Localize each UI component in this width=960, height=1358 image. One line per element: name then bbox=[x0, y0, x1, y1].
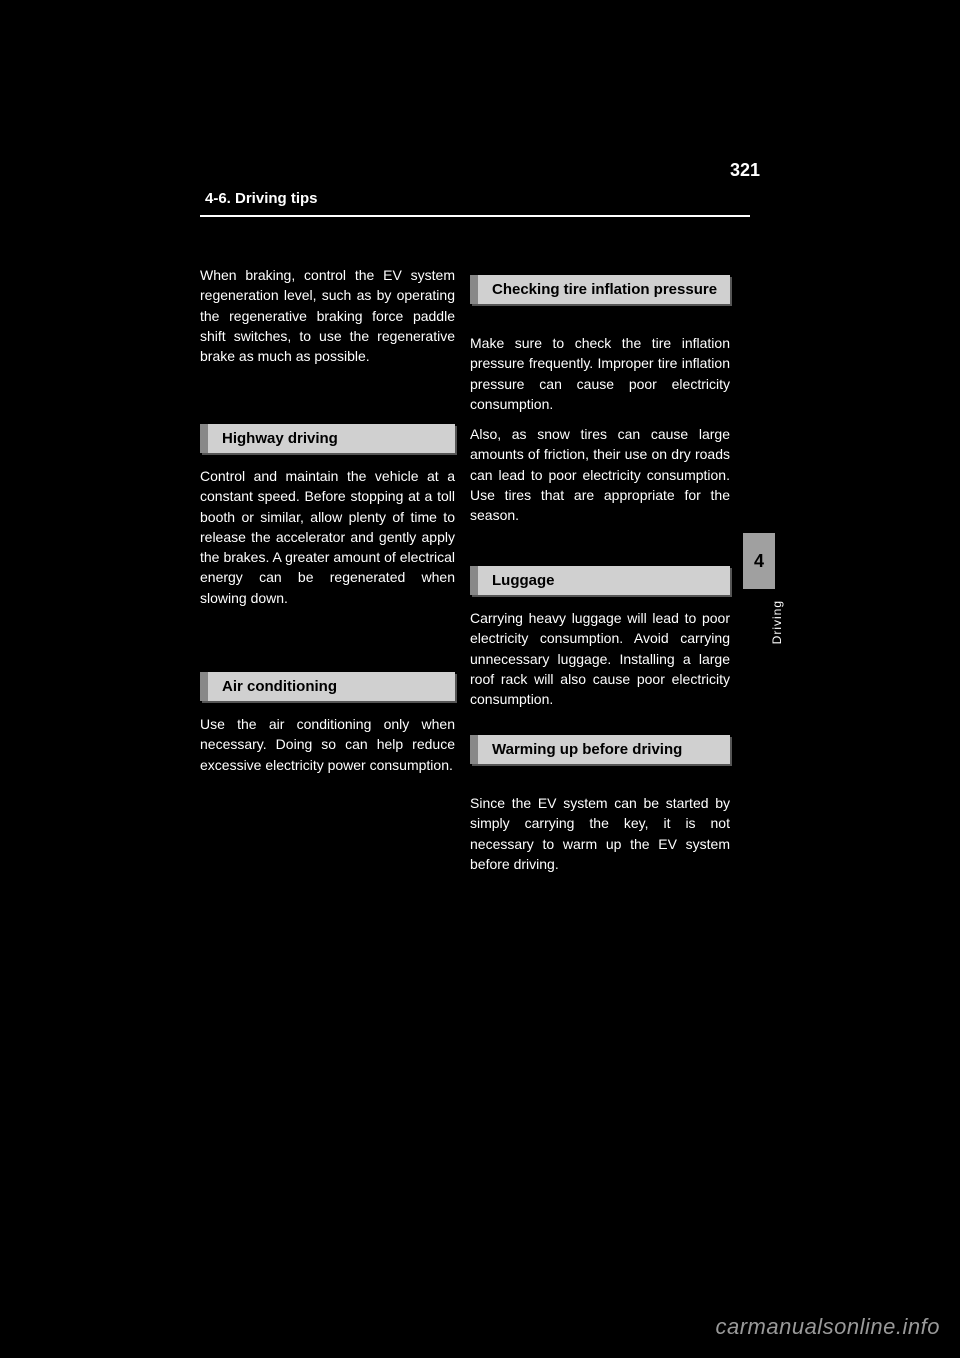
highway-heading: Highway driving bbox=[200, 424, 455, 453]
luggage-heading: Luggage bbox=[470, 566, 730, 595]
tire-heading: Checking tire inflation pressure bbox=[470, 275, 730, 304]
ac-text: Use the air conditioning only when neces… bbox=[200, 714, 455, 775]
highway-text: Control and maintain the vehicle at a co… bbox=[200, 466, 455, 608]
watermark: carmanualsonline.info bbox=[715, 1314, 940, 1340]
chapter-tab: 4 bbox=[743, 533, 775, 589]
chapter-tab-label: Driving bbox=[770, 600, 785, 644]
header-divider bbox=[200, 215, 750, 217]
section-title: 4-6. Driving tips bbox=[205, 190, 318, 207]
tire-text-2: Also, as snow tires can cause large amou… bbox=[470, 424, 730, 525]
warmup-heading: Warming up before driving bbox=[470, 735, 730, 764]
warmup-text: Since the EV system can be started by si… bbox=[470, 793, 730, 874]
luggage-text: Carrying heavy luggage will lead to poor… bbox=[470, 608, 730, 709]
tire-text-1: Make sure to check the tire inflation pr… bbox=[470, 333, 730, 414]
intro-text: When braking, control the EV system rege… bbox=[200, 265, 455, 366]
page-number: 321 bbox=[730, 160, 760, 181]
ac-heading: Air conditioning bbox=[200, 672, 455, 701]
